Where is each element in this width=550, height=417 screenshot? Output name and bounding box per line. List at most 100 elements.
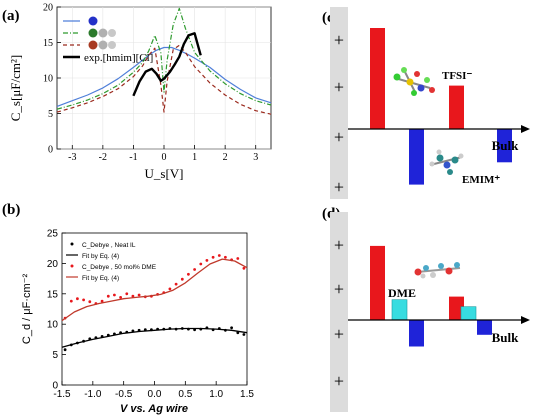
ticks-a: -3 -2 -1 0 1 2 3 0 5 10 15 20 xyxy=(43,3,258,164)
y-axis-label-b: C_d / μF·cm⁻² xyxy=(21,274,33,345)
ball-blue-icon xyxy=(88,16,98,26)
bulk-label-d: Bulk xyxy=(492,330,520,345)
plus-sign: + xyxy=(334,324,344,344)
data-point xyxy=(187,272,190,276)
plus-sign: + xyxy=(334,371,344,391)
ball-gray-icon xyxy=(98,40,108,50)
dme-label: DME xyxy=(388,286,416,300)
bar-red xyxy=(370,245,385,320)
panel-a: (a) -3 -2 -1 0 1 2 3 0 5 10 15 20 C_s[μF/cm²] U_s[V… xyxy=(2,3,272,181)
bars-c xyxy=(370,28,512,185)
plus-sign: + xyxy=(334,279,344,299)
data-point xyxy=(224,255,227,259)
data-point xyxy=(100,299,104,303)
y-tick-label: 0 xyxy=(52,381,58,392)
x-tick-label: 3 xyxy=(253,152,258,163)
bar-blue xyxy=(497,129,512,163)
bar-red xyxy=(449,296,464,320)
data-point xyxy=(242,333,246,336)
data-point xyxy=(137,293,141,297)
fit-line xyxy=(61,258,248,322)
x-tick-label: 0 xyxy=(162,152,167,163)
series-line-blue xyxy=(56,46,272,107)
x-tick-label: 1.5 xyxy=(240,389,254,400)
data-point xyxy=(125,292,129,296)
x-tick-label: 0.5 xyxy=(178,389,192,400)
legend-label-neat: C_Debye , Neat IL xyxy=(82,242,136,249)
y-tick-label: 5 xyxy=(52,350,58,361)
x-tick-label: -0.5 xyxy=(115,389,133,400)
y-tick-label: 25 xyxy=(47,229,59,240)
y-tick-label: 20 xyxy=(43,3,53,14)
plus-sign: + xyxy=(334,235,344,255)
ball-red-icon xyxy=(88,40,98,50)
data-point xyxy=(168,287,172,291)
ball-gray-icon xyxy=(108,41,116,49)
legend-label-fit-2: Fit by Eq. (4) xyxy=(82,275,119,282)
x-tick-label: 1.0 xyxy=(209,389,223,400)
series-a xyxy=(56,7,272,115)
bar-cyan xyxy=(391,299,408,321)
arrow-head-icon xyxy=(521,316,530,324)
data-point xyxy=(63,348,67,352)
series-line-dark_red xyxy=(56,44,272,115)
y-tick-label: 5 xyxy=(48,109,53,120)
x-tick-label: -1 xyxy=(129,152,137,163)
series-line-black xyxy=(132,32,202,97)
electrode-d xyxy=(330,212,348,412)
arrow-head-icon xyxy=(521,125,530,133)
legend-dot-black xyxy=(70,242,74,246)
ticks-b: -1.5 -1.0 -0.5 0.0 0.5 1.0 1.5 0 5 10 15 20 25 xyxy=(47,229,255,401)
data-point xyxy=(174,282,178,286)
legend-label-exp: exp.[hmim][Cl] xyxy=(84,52,153,64)
data-point xyxy=(131,294,135,298)
data-point xyxy=(113,293,116,297)
x-tick-label: -1.5 xyxy=(53,389,71,400)
x-tick-label: -1.0 xyxy=(84,389,102,400)
x-axis-label-b: V vs. Ag wire xyxy=(120,403,188,415)
panel-label-a: (a) xyxy=(2,8,20,24)
bar-blue xyxy=(477,320,492,335)
data-point xyxy=(242,266,246,270)
bar-red xyxy=(370,28,385,129)
emim-label: EMIM⁺ xyxy=(462,174,500,186)
y-tick-label: 10 xyxy=(47,320,59,331)
x-tick-label: 1 xyxy=(192,152,197,163)
data-point xyxy=(199,262,203,266)
legend-b: C_Debye , Neat IL Fit by Eq. (4) C_Debye… xyxy=(66,242,157,282)
emim-molecule-icon xyxy=(429,149,464,175)
bars-d xyxy=(370,245,492,347)
x-tick-label: -3 xyxy=(68,152,76,163)
ball-green-icon xyxy=(88,28,98,38)
y-tick-label: 15 xyxy=(43,38,53,49)
fit-line xyxy=(61,327,248,348)
bulk-label-c: Bulk xyxy=(492,138,520,153)
panel-b: (b) -1.5 -1.0 -0.5 0.0 0.5 1.0 1.5 0 5 10 15 20 25 C… xyxy=(2,202,254,415)
bar-red xyxy=(449,85,464,129)
plus-sign: + xyxy=(334,77,344,97)
legend-label-dme: C_Debye , 50 mol% DME xyxy=(82,264,157,271)
x-tick-label: 2 xyxy=(223,152,228,163)
data-point xyxy=(119,296,122,299)
data-point xyxy=(180,277,184,281)
panel-c: (c) + + + + Bulk TFSI⁻ EMIM⁺ xyxy=(322,7,530,199)
legend-a: exp.[hmim][Cl] xyxy=(63,16,153,64)
y-tick-label: 20 xyxy=(47,259,59,270)
plus-sign: + xyxy=(334,177,344,197)
gridlines-a xyxy=(57,6,271,150)
data-point xyxy=(236,257,240,260)
data-point xyxy=(82,298,85,302)
y-tick-label: 15 xyxy=(47,289,59,300)
ball-gray-icon xyxy=(98,28,108,38)
bar-blue xyxy=(409,129,424,185)
bar-cyan xyxy=(460,306,477,321)
y-axis-label-a: C_s[μF/cm²] xyxy=(8,55,23,121)
x-tick-label: 0.0 xyxy=(148,389,162,400)
x-tick-label: -2 xyxy=(99,152,107,163)
plus-sign: + xyxy=(334,127,344,147)
electrode-c xyxy=(330,7,348,199)
y-tick-label: 0 xyxy=(48,145,53,156)
data-point xyxy=(230,326,234,330)
series-b xyxy=(61,254,248,352)
